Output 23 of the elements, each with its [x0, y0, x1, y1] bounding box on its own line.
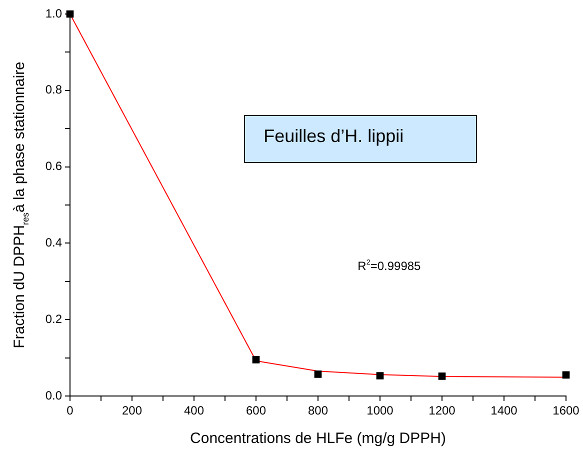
y-tick-label: 0.2 — [45, 312, 62, 326]
y-tick-label: 0.8 — [45, 82, 62, 97]
y-tick-label: 1.0 — [45, 6, 62, 20]
x-tick-label: 200 — [122, 404, 142, 418]
point — [376, 372, 384, 380]
x-tick-label: 1400 — [490, 404, 518, 418]
x-tick-label: 1000 — [366, 404, 394, 418]
point — [314, 370, 322, 378]
y-axis-title: Fraction dU DPPHresà la phase stationnaire — [11, 62, 30, 348]
x-axis-title: Concentrations de HLFe (mg/g DPPH) — [190, 430, 446, 448]
x-tick-label: 1200 — [428, 404, 456, 418]
x-tick-label: 1600 — [552, 404, 580, 418]
y-tick-label: 0.4 — [45, 236, 62, 250]
x-tick-label: 800 — [308, 404, 328, 418]
point — [562, 371, 570, 379]
annotation: Feuilles d’H. lippii — [264, 126, 404, 147]
y-tick-label: 0.0 — [45, 388, 62, 402]
point — [438, 372, 446, 380]
x-tick-label: 400 — [184, 404, 204, 418]
point — [252, 356, 260, 364]
y-tick-label: 0.6 — [45, 159, 62, 174]
x-tick-label: 0 — [66, 404, 74, 418]
x-tick-label: 600 — [246, 404, 266, 418]
